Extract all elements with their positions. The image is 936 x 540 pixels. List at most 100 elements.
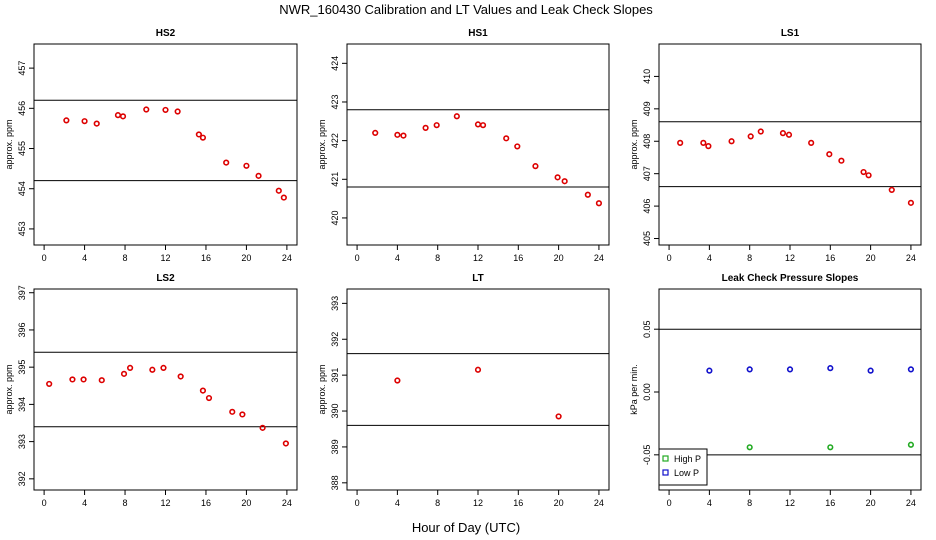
panel-4: LT approx. ppm 0 4 8 12 16 20 24 388 389 390 391 392 3… bbox=[317, 273, 610, 508]
data-point bbox=[120, 370, 128, 377]
x-tick-label: 0 bbox=[42, 253, 47, 263]
data-point bbox=[282, 440, 289, 447]
x-tick-label: 20 bbox=[554, 498, 564, 508]
data-point bbox=[808, 139, 815, 146]
data-point bbox=[595, 200, 603, 207]
y-tick-label: 0.00 bbox=[642, 383, 652, 401]
data-point bbox=[779, 130, 787, 137]
data-point bbox=[119, 113, 127, 120]
panel-title: HS2 bbox=[156, 28, 176, 39]
y-axis-label: approx. ppm bbox=[629, 119, 639, 169]
data-point bbox=[394, 377, 401, 384]
x-tick-label: 12 bbox=[473, 498, 483, 508]
data-point bbox=[229, 408, 236, 415]
data-point bbox=[69, 376, 76, 383]
data-point bbox=[162, 106, 169, 114]
data-point bbox=[143, 106, 150, 113]
x-tick-label: 20 bbox=[866, 253, 876, 263]
x-tick-label: 4 bbox=[395, 253, 400, 263]
y-axis-label: approx. ppm bbox=[4, 364, 14, 414]
figure-title: NWR_160430 Calibration and LT Values and… bbox=[279, 2, 653, 17]
data-point bbox=[275, 187, 282, 194]
data-point bbox=[700, 139, 707, 146]
y-tick-label: 407 bbox=[642, 166, 652, 181]
y-tick-label: 390 bbox=[330, 404, 340, 419]
data-point bbox=[785, 131, 793, 138]
y-tick-label: -0.05 bbox=[642, 445, 652, 466]
x-tick-label: 24 bbox=[906, 253, 916, 263]
x-tick-label: 0 bbox=[355, 253, 360, 263]
data-point bbox=[554, 174, 561, 181]
y-tick-label: 397 bbox=[17, 285, 27, 300]
y-tick-label: 409 bbox=[642, 101, 652, 116]
y-tick-label: 453 bbox=[17, 221, 27, 236]
y-tick-label: 392 bbox=[330, 332, 340, 347]
x-tick-label: 16 bbox=[201, 253, 211, 263]
data-point bbox=[532, 163, 539, 170]
y-axis-label: kPa per min. bbox=[629, 364, 639, 415]
x-tick-label: 24 bbox=[594, 253, 604, 263]
data-point bbox=[474, 366, 482, 373]
y-axis-label: approx. ppm bbox=[317, 119, 327, 169]
x-tick-label: 8 bbox=[435, 498, 440, 508]
y-tick-label: 406 bbox=[642, 199, 652, 214]
data-point bbox=[838, 157, 845, 164]
x-tick-label: 4 bbox=[395, 498, 400, 508]
data-point bbox=[555, 413, 562, 420]
y-tick-label: 391 bbox=[330, 368, 340, 383]
data-point bbox=[63, 117, 70, 124]
x-tick-label: 16 bbox=[825, 498, 835, 508]
data-point bbox=[514, 143, 521, 150]
legend-box bbox=[658, 448, 708, 486]
data-point bbox=[255, 172, 262, 179]
y-tick-label: 455 bbox=[17, 141, 27, 156]
panel-title: LS2 bbox=[156, 273, 175, 284]
data-point bbox=[561, 178, 568, 185]
y-tick-label: 393 bbox=[17, 434, 27, 449]
y-tick-label: 393 bbox=[330, 296, 340, 311]
data-point bbox=[888, 186, 895, 193]
data-point bbox=[394, 131, 401, 138]
data-point bbox=[223, 159, 230, 166]
y-tick-label: 389 bbox=[330, 439, 340, 454]
data-point bbox=[453, 113, 460, 120]
data-point bbox=[199, 134, 207, 141]
x-tick-label: 4 bbox=[82, 498, 87, 508]
data-point bbox=[81, 118, 88, 125]
data-point bbox=[93, 120, 100, 127]
panel-title: LS1 bbox=[781, 28, 800, 39]
data-point bbox=[479, 122, 487, 129]
data-point bbox=[907, 366, 915, 373]
panel-0: HS2 approx. ppm 0 4 8 12 16 20 24 453 454 455 456 457 bbox=[4, 28, 298, 263]
data-point bbox=[174, 108, 181, 115]
legend-swatch bbox=[662, 469, 669, 476]
data-point bbox=[706, 367, 713, 374]
x-tick-label: 8 bbox=[747, 498, 752, 508]
y-tick-label: 457 bbox=[17, 61, 27, 76]
data-point bbox=[372, 129, 379, 137]
data-point bbox=[160, 364, 167, 372]
data-point bbox=[865, 172, 872, 179]
x-tick-label: 8 bbox=[435, 253, 440, 263]
legend-label: High P bbox=[674, 454, 701, 464]
data-point bbox=[746, 366, 753, 373]
data-point bbox=[46, 380, 53, 388]
x-tick-label: 12 bbox=[473, 253, 483, 263]
y-tick-label: 454 bbox=[17, 181, 27, 196]
y-tick-label: 423 bbox=[330, 94, 340, 109]
data-point bbox=[786, 366, 794, 373]
data-point bbox=[98, 377, 105, 384]
y-tick-label: 0.05 bbox=[642, 320, 652, 338]
data-point bbox=[827, 444, 834, 451]
data-point bbox=[907, 441, 915, 448]
data-point bbox=[205, 394, 213, 402]
y-tick-label: 394 bbox=[17, 397, 27, 412]
x-tick-label: 4 bbox=[82, 253, 87, 263]
data-point bbox=[280, 194, 287, 201]
y-tick-label: 405 bbox=[642, 231, 652, 246]
figure-x-axis-label: Hour of Day (UTC) bbox=[412, 520, 520, 535]
data-point bbox=[433, 122, 440, 129]
data-point bbox=[757, 128, 764, 135]
data-point bbox=[503, 135, 510, 142]
